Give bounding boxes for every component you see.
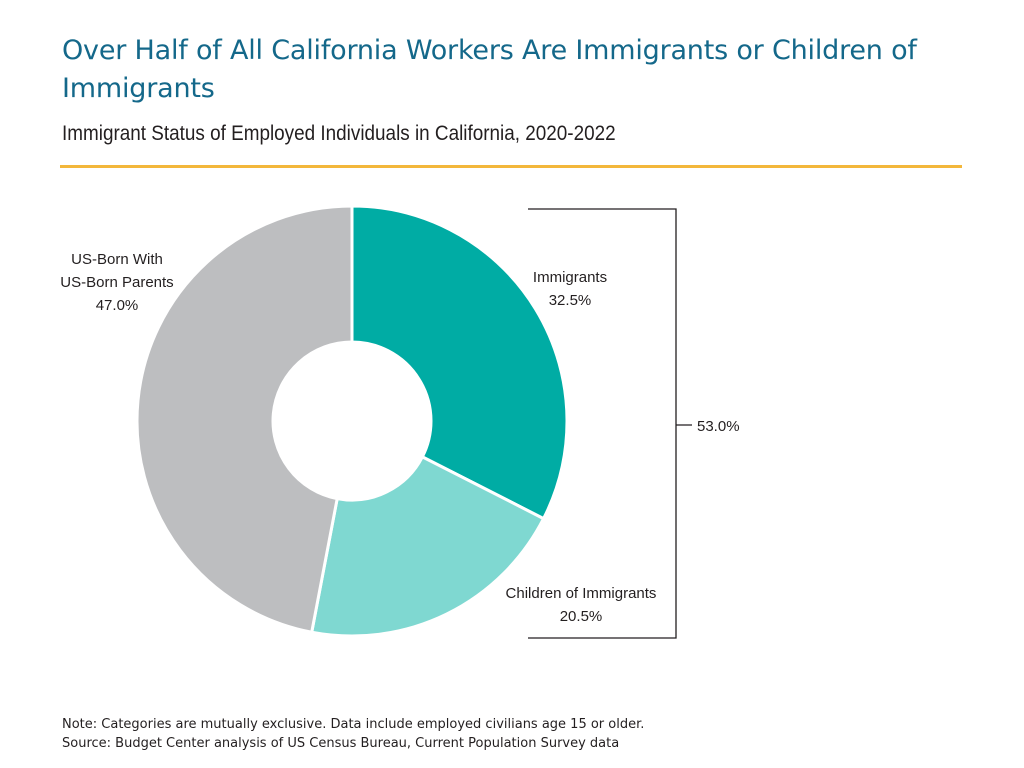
slice-label-immigrants: Immigrants 32.5% — [533, 269, 607, 309]
slice-label-children: Children of Immigrants 20.5% — [506, 585, 657, 625]
slice-label-children-name: Children of Immigrants — [506, 585, 657, 602]
combined-share-label: 53.0% — [697, 418, 740, 435]
slice-label-immigrants-value: 32.5% — [549, 292, 592, 309]
source-text: Source: Budget Center analysis of US Cen… — [62, 736, 620, 751]
slice-us-born — [135, 204, 354, 634]
chart-subtitle: Immigrant Status of Employed Individuals… — [62, 122, 616, 145]
slice-label-immigrants-name: Immigrants — [533, 269, 607, 286]
chart-title: Over Half of All California Workers Are … — [62, 35, 917, 104]
slice-label-us-born-line1: US-Born With — [71, 251, 163, 268]
slice-label-children-value: 20.5% — [560, 608, 603, 625]
slice-label-us-born-line2: US-Born Parents — [60, 274, 173, 291]
slice-label-us-born-value: 47.0% — [96, 297, 139, 314]
donut-slices — [135, 204, 569, 638]
slice-immigrants — [350, 204, 569, 521]
combined-share-bracket — [528, 208, 692, 639]
title-divider — [60, 165, 962, 168]
slice-label-us-born: US-Born With US-Born Parents 47.0% — [60, 251, 173, 314]
footnotes: Note: Categories are mutually exclusive.… — [62, 715, 644, 753]
note-text: Note: Categories are mutually exclusive.… — [62, 717, 645, 732]
slice-children-of-immigrants — [309, 454, 546, 638]
